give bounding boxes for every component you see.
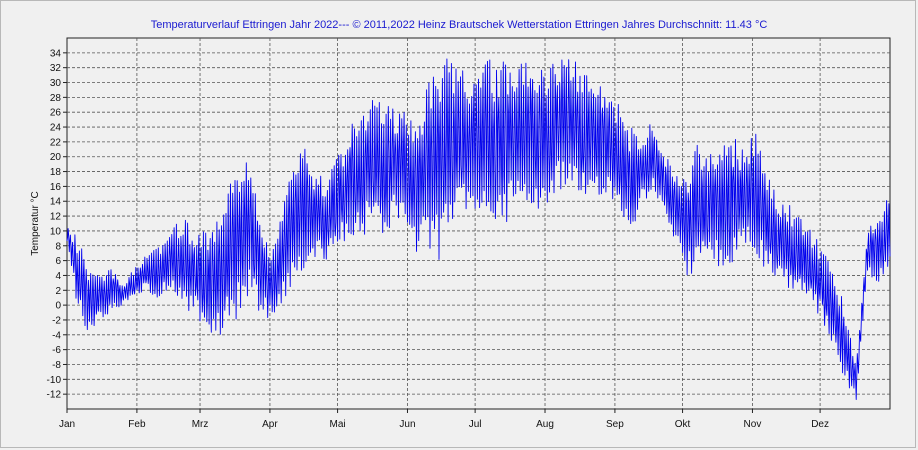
y-tick-label: -10 xyxy=(47,375,62,386)
x-tick-label: Jun xyxy=(399,419,415,430)
x-tick-label: Sep xyxy=(606,419,624,430)
y-tick-label: 32 xyxy=(50,63,62,74)
y-tick-label: 14 xyxy=(50,197,62,208)
x-tick-label: Apr xyxy=(262,419,278,430)
y-tick-label: -4 xyxy=(52,330,61,341)
temperature-series-line xyxy=(66,58,891,400)
y-tick-label: 22 xyxy=(50,137,62,148)
y-tick-label: 0 xyxy=(55,301,61,312)
y-axis-title: Temperatur °C xyxy=(30,191,41,256)
y-tick-label: 2 xyxy=(55,286,61,297)
series-group xyxy=(66,58,891,400)
y-tick-label: -6 xyxy=(52,345,61,356)
x-tick-label: Mrz xyxy=(192,419,209,430)
x-tick-label: Aug xyxy=(536,419,554,430)
plot-area xyxy=(66,37,891,410)
x-tick-label: Nov xyxy=(744,419,762,430)
chart-title: Temperaturverlauf Ettringen Jahr 2022---… xyxy=(150,19,768,31)
y-tick-label: 28 xyxy=(50,93,62,104)
y-tick-label: 4 xyxy=(55,271,61,282)
y-tick-label: 18 xyxy=(50,167,62,178)
y-tick-label: 26 xyxy=(50,108,62,119)
y-tick-label: -8 xyxy=(52,360,61,371)
x-tick-label: Feb xyxy=(128,419,146,430)
y-tick-label: 34 xyxy=(50,48,62,59)
y-tick-label: 30 xyxy=(50,78,62,89)
x-tick-label: Jul xyxy=(469,419,482,430)
y-tick-label: -2 xyxy=(52,315,61,326)
y-tick-label: 12 xyxy=(50,212,62,223)
y-tick-label: 16 xyxy=(50,182,62,193)
y-tick-label: 20 xyxy=(50,152,62,163)
x-axis-ticks: Jan Feb Mrz Apr Mai Jun Jul Aug Sep Okt Nov Dez xyxy=(59,409,829,430)
y-tick-label: 10 xyxy=(50,226,62,237)
y-tick-label: 8 xyxy=(55,241,61,252)
x-tick-label: Jan xyxy=(59,419,75,430)
x-tick-label: Okt xyxy=(675,419,691,430)
y-axis-ticks: -12-10-8-6-4-202468101214161820222426283… xyxy=(47,48,67,401)
y-tick-label: -12 xyxy=(47,390,62,401)
y-tick-label: 24 xyxy=(50,123,62,134)
y-tick-label: 6 xyxy=(55,256,61,267)
x-tick-label: Dez xyxy=(811,419,829,430)
x-tick-label: Mai xyxy=(330,419,346,430)
